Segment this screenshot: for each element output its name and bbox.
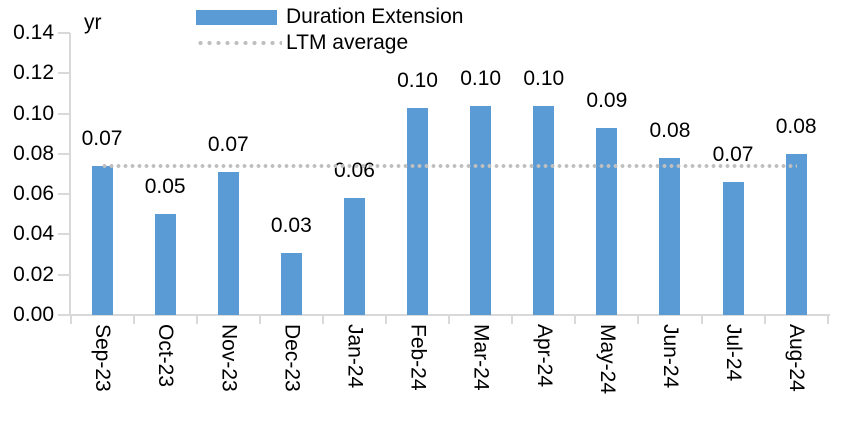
bar-data-label: 0.05 xyxy=(144,175,186,199)
bar-data-label: 0.03 xyxy=(270,213,312,237)
bar-data-label: 0.07 xyxy=(712,143,754,167)
bar-data-label: 0.07 xyxy=(207,132,249,156)
x-axis-label: Aug-24 xyxy=(785,324,809,392)
x-axis-label: Feb-24 xyxy=(406,324,430,391)
y-axis-line xyxy=(69,33,71,316)
x-axis-label: Jul-24 xyxy=(722,324,746,382)
ltm-average-line xyxy=(101,162,798,169)
bar xyxy=(533,105,555,315)
x-tick-mark xyxy=(826,316,829,324)
x-tick-mark xyxy=(69,316,72,324)
x-axis-line xyxy=(69,314,830,316)
x-axis-label: Mar-24 xyxy=(469,324,493,391)
y-tick-mark xyxy=(58,32,70,34)
x-axis-label: May-24 xyxy=(595,324,619,395)
y-tick-label: 0.12 xyxy=(13,61,54,85)
dotted-line-swatch-icon xyxy=(196,40,282,46)
x-tick-mark xyxy=(385,316,387,324)
bar xyxy=(217,171,239,315)
x-tick-mark xyxy=(763,316,766,324)
x-axis-label: Nov-23 xyxy=(217,324,241,392)
y-tick-mark xyxy=(58,314,70,316)
bar xyxy=(91,165,113,315)
x-axis-label: Apr-24 xyxy=(532,324,556,388)
y-tick-label: 0.06 xyxy=(13,182,54,206)
y-tick-label: 0.14 xyxy=(13,21,54,44)
y-tick-label: 0.04 xyxy=(13,222,54,246)
x-tick-mark xyxy=(195,316,198,324)
x-tick-mark xyxy=(132,316,135,324)
x-axis-label: Jun-24 xyxy=(658,324,682,389)
bar xyxy=(785,153,807,315)
bar-data-label: 0.09 xyxy=(586,88,628,112)
x-tick-mark xyxy=(574,316,577,324)
bar xyxy=(659,157,681,315)
x-tick-mark xyxy=(637,316,640,324)
x-axis-label: Oct-23 xyxy=(154,324,178,388)
x-axis-label: Jan-24 xyxy=(343,324,367,389)
y-axis-unit-label: yr xyxy=(84,11,102,34)
bar-data-label: 0.08 xyxy=(775,114,817,138)
y-tick-mark xyxy=(58,193,70,196)
bar xyxy=(280,252,302,315)
bar-series-swatch-icon xyxy=(196,9,277,25)
y-tick-label: 0.08 xyxy=(13,141,54,165)
bar-data-label: 0.07 xyxy=(81,126,123,150)
x-tick-mark xyxy=(321,316,324,324)
legend: Duration Extension LTM average xyxy=(196,4,463,56)
y-tick-mark xyxy=(58,72,70,75)
x-tick-mark xyxy=(258,316,261,324)
legend-item-duration-extension: Duration Extension xyxy=(196,4,463,30)
legend-label-duration-extension: Duration Extension xyxy=(286,5,464,28)
bar xyxy=(343,198,365,315)
bar-data-label: 0.10 xyxy=(460,66,502,90)
bar xyxy=(722,182,744,315)
bar xyxy=(596,127,618,315)
bar-data-label: 0.10 xyxy=(523,66,565,90)
bar xyxy=(407,107,429,315)
x-tick-mark xyxy=(448,316,451,324)
bar xyxy=(154,214,176,315)
x-tick-mark xyxy=(700,316,703,324)
y-tick-label: 0.02 xyxy=(13,262,54,286)
y-tick-label: 0.00 xyxy=(13,303,54,326)
y-tick-mark xyxy=(58,273,70,276)
y-tick-mark xyxy=(58,233,70,236)
x-tick-mark xyxy=(511,316,514,324)
legend-item-ltm-average: LTM average xyxy=(196,30,463,56)
x-axis-label: Dec-23 xyxy=(280,324,304,392)
y-tick-label: 0.10 xyxy=(13,101,54,125)
y-tick-mark xyxy=(58,112,70,115)
bar xyxy=(470,105,492,315)
bar-data-label: 0.08 xyxy=(649,118,691,142)
bar-data-label: 0.10 xyxy=(397,68,438,92)
x-axis-label: Sep-23 xyxy=(91,324,115,392)
legend-label-ltm-average: LTM average xyxy=(286,31,409,54)
y-tick-mark xyxy=(58,152,70,155)
